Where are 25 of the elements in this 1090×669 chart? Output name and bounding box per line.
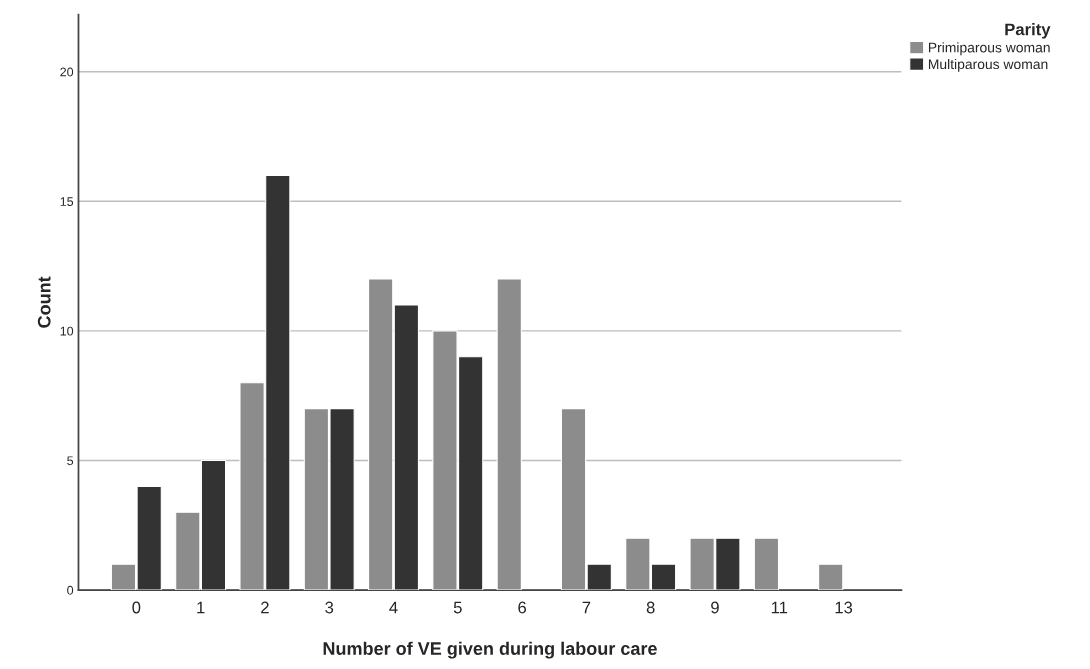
x-tick-label: 9 [711,601,719,614]
bar [818,563,844,591]
y-tick-label: 5 [67,456,74,466]
legend-label: Primiparous woman [928,42,1050,56]
x-tick-label: 3 [325,601,334,614]
y-axis-title: Count [37,276,51,328]
x-tick-label: 13 [835,601,853,614]
y-tick-label: 15 [60,197,74,206]
x-tick-label: 5 [453,601,462,614]
x-axis-title: Number of VE given during labour care [323,641,657,659]
y-tick-label: 10 [60,326,74,336]
x-tick-label: 6 [518,601,526,614]
x-tick-label: 4 [389,601,398,614]
x-tick-label: 2 [261,601,269,614]
bar [753,537,780,591]
x-tick-label: 11 [771,601,788,614]
x-tick-label: 0 [132,601,141,614]
legend-label: Multiparous woman [928,58,1048,72]
x-tick-label: 1 [197,601,205,614]
x-tick-label: 8 [646,601,655,614]
y-tick-label: 20 [60,67,74,77]
y-tick-label: 0 [67,585,74,595]
bar [496,278,522,591]
x-tick-label: 7 [582,601,591,614]
legend-title: Parity [1005,23,1051,39]
